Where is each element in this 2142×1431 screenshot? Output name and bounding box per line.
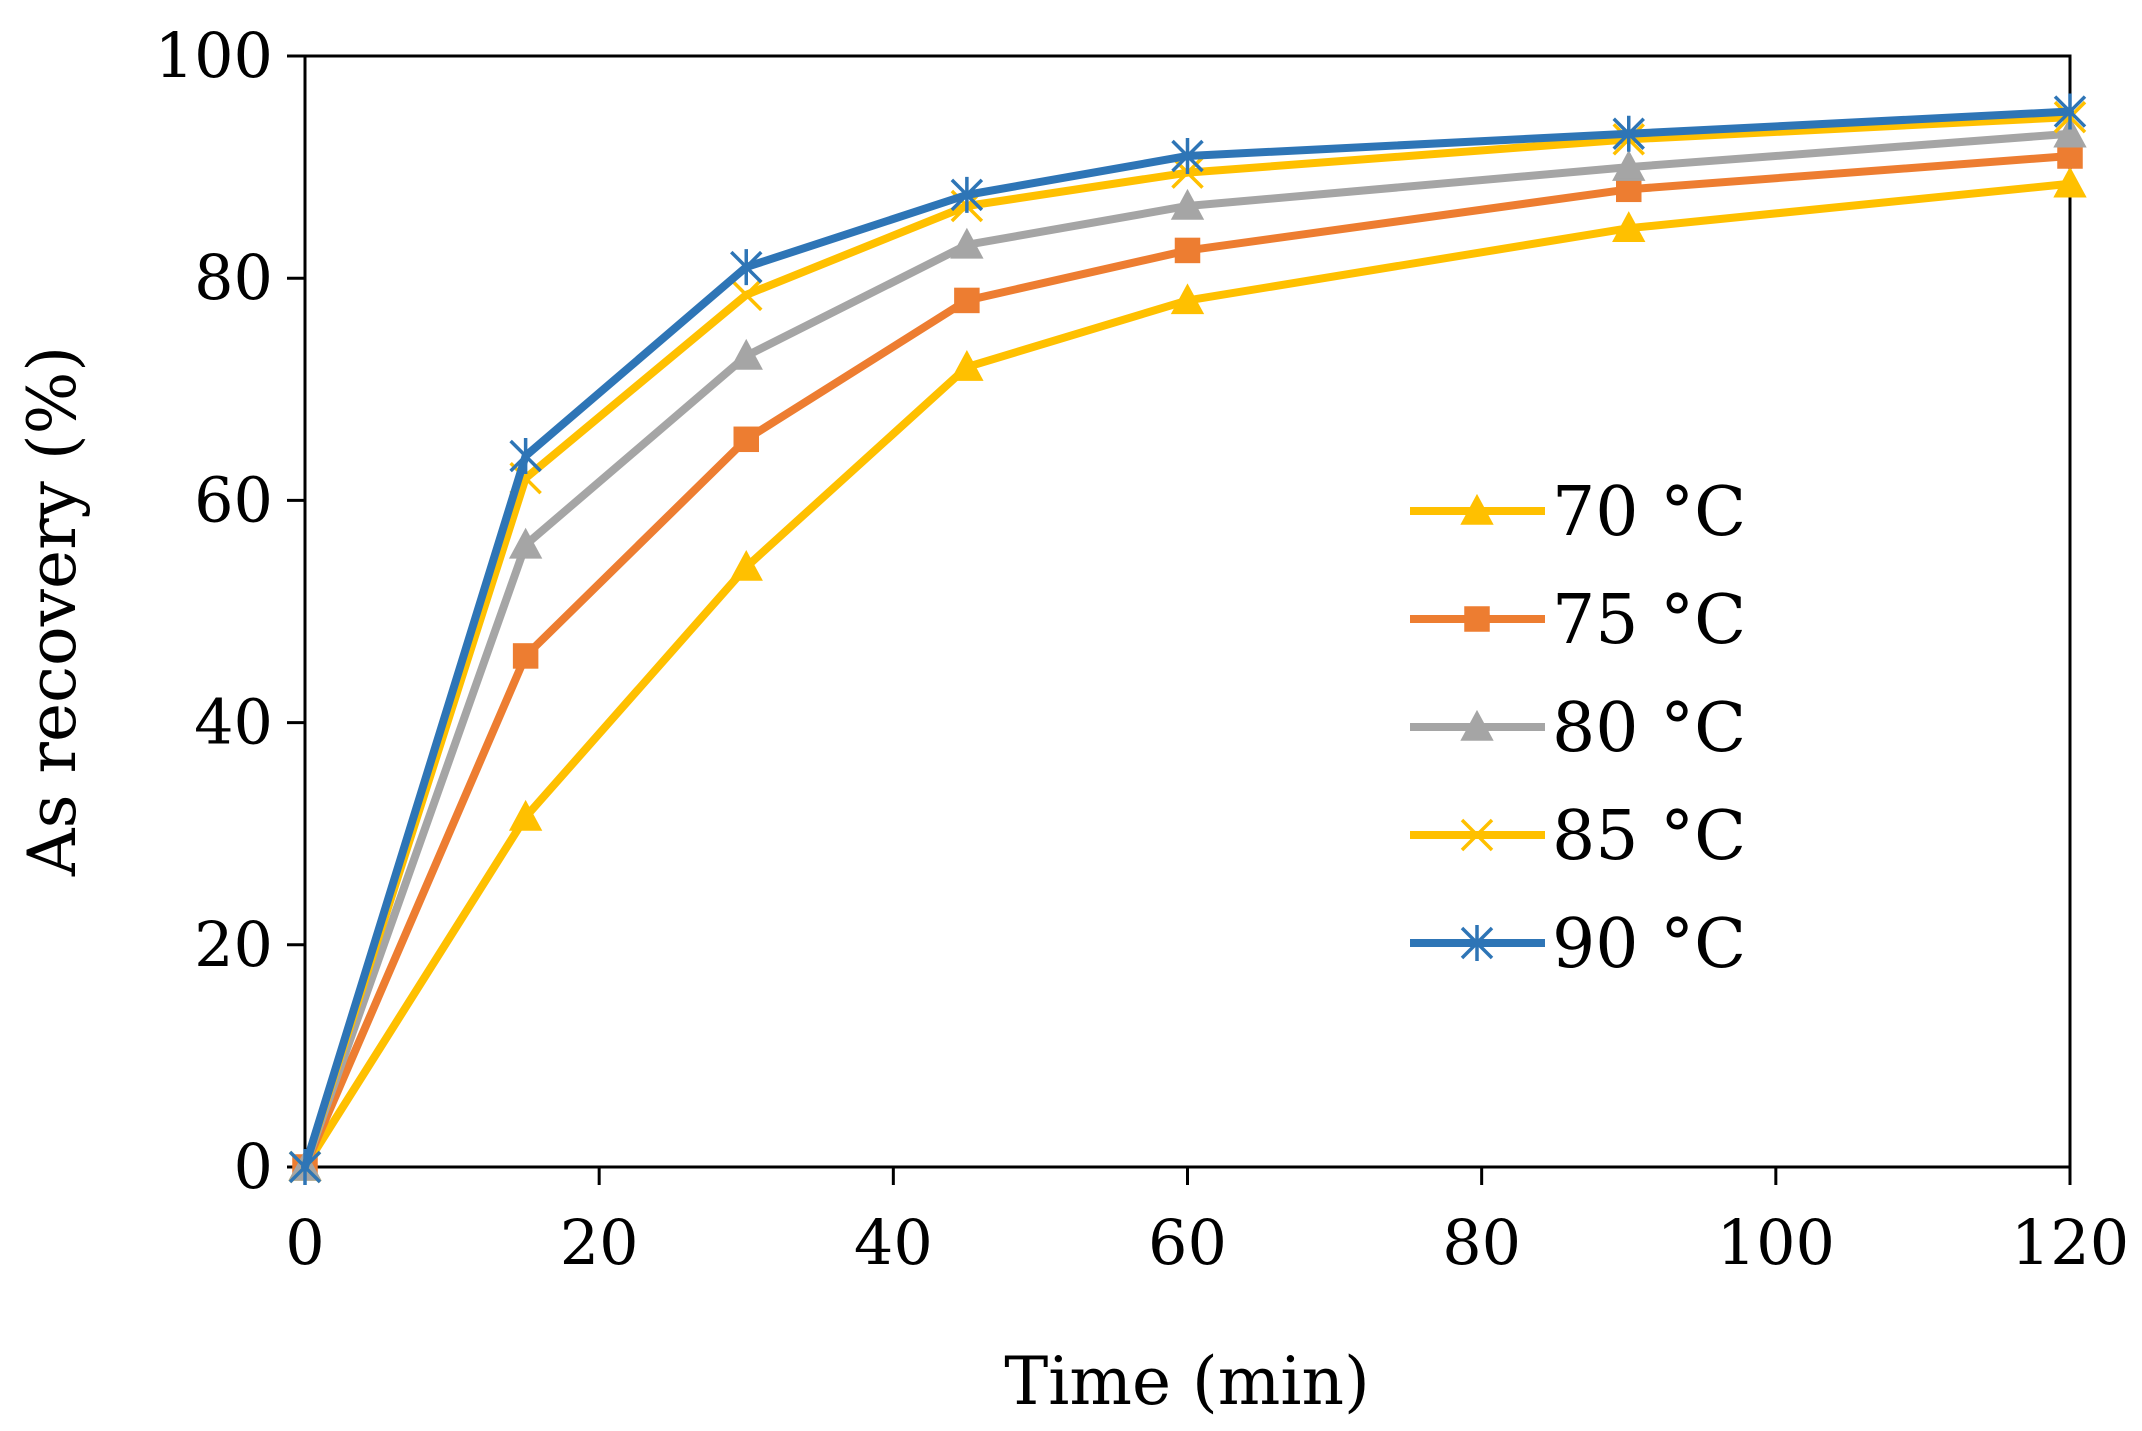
y-tick-label: 100 [155,19,273,92]
y-tick-label: 40 [194,686,273,759]
data-point [509,437,542,474]
data-point [954,287,980,314]
y-tick-label: 80 [194,241,273,314]
data-point [508,799,543,831]
data-point [733,426,759,453]
x-tick-label: 0 [285,1206,324,1279]
data-point [512,643,539,669]
data-point [1170,283,1205,315]
x-tick-label: 120 [2011,1206,2129,1279]
legend-marker [1460,709,1494,741]
x-tick-label: 20 [560,1206,639,1279]
legend-label: 85 °C [1552,797,1746,876]
legend-label: 90 °C [1552,905,1746,984]
legend-label: 75 °C [1552,581,1746,660]
legend-item: 75 °C [1410,581,1746,660]
data-point [729,549,763,581]
legend-item: 85 °C [1410,797,1746,876]
x-tick-label: 80 [1442,1206,1521,1279]
data-point [950,349,984,381]
x-tick-label: 100 [1717,1206,1835,1279]
x-axis-ticks: 0 20 40 60 80 100 120 [285,1167,2129,1279]
y-tick-label: 60 [194,463,273,536]
data-point [1170,188,1205,220]
x-axis-title: Time (min) [1004,1343,1369,1420]
series-0 [288,166,2087,1181]
legend-marker [1460,925,1494,961]
x-tick-label: 60 [1148,1206,1227,1279]
data-point [1612,115,1645,152]
legend: 70 °C 75 °C 80 °C 85 °C 90 °C [1410,473,1746,984]
series-layer [288,93,2087,1185]
legend-item: 80 °C [1410,689,1746,768]
data-point [1612,211,1646,242]
legend-label: 70 °C [1552,473,1746,552]
data-point [1171,137,1204,174]
data-point [730,278,763,312]
data-point [730,249,763,286]
data-point [2053,116,2087,148]
data-point [950,227,984,259]
data-point [1612,149,1646,181]
legend-label: 80 °C [1552,689,1746,768]
data-point [729,338,763,370]
data-point [508,527,543,559]
y-tick-label: 20 [194,908,273,981]
legend-item: 90 °C [1410,905,1746,984]
y-axis-ticks: 0 20 40 60 80 100 [155,19,305,1203]
y-axis-title: As recovery (%) [14,346,91,877]
data-point [2053,93,2087,130]
legend-marker [1464,606,1490,632]
legend-marker [1460,493,1494,525]
data-point [2053,166,2087,198]
series-4 [288,93,2087,1185]
data-point [1174,237,1201,264]
data-point [288,1149,322,1185]
legend-item: 70 °C [1410,473,1746,552]
legend-marker [1460,818,1494,852]
data-point [950,176,984,213]
x-tick-label: 40 [854,1206,933,1279]
y-tick-label: 0 [234,1130,273,1203]
